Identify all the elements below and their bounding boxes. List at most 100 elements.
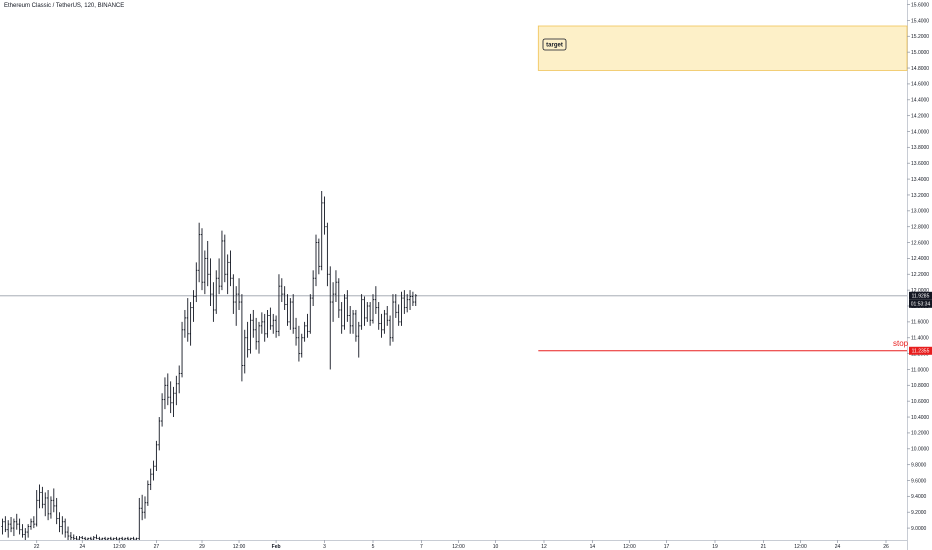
ohlc-bar xyxy=(126,536,129,540)
ohlc-bar xyxy=(240,294,243,382)
ohlc-bar xyxy=(89,536,92,540)
ohlc-bars xyxy=(1,190,417,540)
ohlc-bar xyxy=(106,537,110,540)
ohlc-bar xyxy=(7,520,10,538)
target-zone[interactable]: target xyxy=(537,25,908,71)
ohlc-bar xyxy=(115,536,118,540)
ohlc-bar xyxy=(175,375,178,406)
ohlc-bar xyxy=(172,386,175,418)
ohlc-bar xyxy=(101,537,104,540)
price-tick-label: 15.6000 xyxy=(911,2,929,8)
ohlc-bar xyxy=(161,393,164,427)
ohlc-bar xyxy=(389,315,392,346)
ohlc-bar xyxy=(61,516,64,535)
time-tick-label: 21 xyxy=(761,544,767,550)
price-tick-label: 10.8000 xyxy=(911,383,929,389)
ohlc-bar xyxy=(121,536,124,540)
ohlc-bar xyxy=(38,484,41,509)
price-tick-label: 10.4000 xyxy=(911,415,929,421)
ohlc-bar xyxy=(27,524,30,538)
price-tick-label: 11.4000 xyxy=(911,336,929,342)
price-tick-label: 9.2000 xyxy=(911,510,927,516)
ohlc-bar xyxy=(132,536,135,540)
ohlc-bar xyxy=(363,296,366,326)
ohlc-bar xyxy=(64,518,67,538)
price-tick-label: 12.2000 xyxy=(911,272,929,278)
ohlc-bar xyxy=(371,294,375,324)
ohlc-bar xyxy=(98,536,101,540)
ohlc-bar xyxy=(166,373,169,406)
time-tick-label: 5 xyxy=(372,544,375,550)
countdown-tag-text: 01:53:34 xyxy=(911,302,931,308)
ohlc-bar xyxy=(340,302,343,334)
ohlc-bar xyxy=(269,307,272,330)
ohlc-bar xyxy=(149,468,152,491)
ohlc-bar xyxy=(260,312,263,334)
ohlc-bar xyxy=(24,528,27,540)
price-tick-label: 10.2000 xyxy=(911,431,929,437)
ohlc-bar xyxy=(277,274,281,337)
ohlc-bar xyxy=(52,488,55,513)
ohlc-bar xyxy=(326,222,329,287)
ohlc-bar xyxy=(12,518,15,537)
ohlc-bar xyxy=(292,294,295,334)
ohlc-bar xyxy=(255,317,258,350)
price-tick-label: 9.6000 xyxy=(911,478,927,484)
ohlc-bar xyxy=(35,490,38,527)
ohlc-bar xyxy=(44,492,47,517)
ohlc-bar xyxy=(4,516,7,533)
ohlc-bar xyxy=(183,309,186,338)
ohlc-bar xyxy=(232,274,235,314)
ohlc-bar xyxy=(86,537,90,540)
price-tick-label: 13.6000 xyxy=(911,161,929,167)
ohlc-bar xyxy=(141,494,144,521)
time-tick-label: 12 xyxy=(541,544,547,550)
ohlc-bar xyxy=(411,291,414,307)
ohlc-bar xyxy=(143,496,147,519)
price-tick-label: 10.6000 xyxy=(911,399,929,405)
target-zone-rect[interactable] xyxy=(537,25,908,71)
ohlc-bar xyxy=(92,536,95,540)
price-tick-label: 11.0000 xyxy=(911,367,929,373)
stop-tag: 11.2355 xyxy=(909,346,932,355)
ohlc-bar xyxy=(360,294,363,330)
time-axis[interactable]: 22 24 12:00 27 29 12:00 Feb 3 5 7 12:00 10 12 14 12:00… xyxy=(34,540,889,550)
ohlc-bar xyxy=(249,313,252,354)
chart-title: Ethereum Classic / TetherUS, 120, BINANC… xyxy=(4,3,125,9)
ohlc-bar xyxy=(81,536,84,540)
ohlc-bar xyxy=(403,290,406,314)
ohlc-bar xyxy=(215,270,218,314)
ohlc-bar xyxy=(332,282,335,322)
ohlc-bar xyxy=(200,228,204,291)
ohlc-bar xyxy=(15,513,18,530)
ohlc-bar xyxy=(406,294,409,313)
ohlc-bar xyxy=(380,313,383,338)
time-tick-label: 22 xyxy=(34,544,40,550)
ohlc-bar xyxy=(169,381,172,414)
ohlc-bar xyxy=(123,537,127,540)
price-tick-label: 15.0000 xyxy=(911,50,929,56)
ohlc-bar xyxy=(351,309,355,334)
price-tag: 11.9285 xyxy=(909,291,932,300)
ohlc-bar xyxy=(49,496,53,519)
time-tick-label: 12:00 xyxy=(233,544,246,550)
price-tick-label: 14.6000 xyxy=(911,82,929,88)
ohlc-bar xyxy=(306,313,309,338)
ohlc-bar xyxy=(309,294,312,334)
ohlc-bar xyxy=(178,365,181,394)
time-tick-label: 24 xyxy=(80,544,86,550)
ohlc-bar xyxy=(317,238,320,275)
ohlc-bar xyxy=(263,313,266,342)
ohlc-bar xyxy=(21,524,24,538)
price-axis[interactable]: 9.0000 9.2000 9.4000 9.6000 9.8000 10.0000 10.… xyxy=(907,2,929,532)
countdown-tag: 01:53:34 xyxy=(909,299,932,308)
price-tick-label: 13.4000 xyxy=(911,177,929,183)
ohlc-bar xyxy=(206,240,209,287)
ohlc-bar xyxy=(237,278,241,310)
ohlc-bar xyxy=(118,537,121,540)
time-tick-label: 17 xyxy=(664,544,670,550)
ohlc-bar xyxy=(41,486,44,509)
ohlc-bar xyxy=(383,309,386,334)
ohlc-bar xyxy=(366,302,369,322)
